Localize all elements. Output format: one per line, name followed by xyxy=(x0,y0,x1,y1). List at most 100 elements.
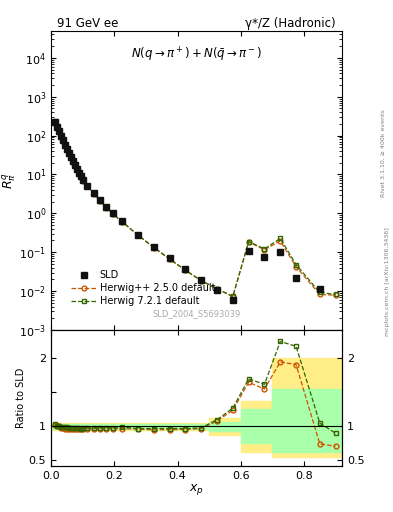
Herwig++ 2.5.0 default xyxy=(167,256,172,262)
Herwig 7.2.1 default xyxy=(183,267,188,273)
SLD xyxy=(72,162,77,168)
Herwig++ 2.5.0 default xyxy=(92,190,96,197)
Herwig++ 2.5.0 default xyxy=(294,264,298,270)
SLD xyxy=(215,287,219,293)
Herwig++ 2.5.0 default xyxy=(74,166,79,173)
Text: SLD_2004_S5693039: SLD_2004_S5693039 xyxy=(152,309,241,318)
Herwig++ 2.5.0 default xyxy=(110,211,115,217)
SLD xyxy=(262,254,267,260)
Legend: SLD, Herwig++ 2.5.0 default, Herwig 7.2.1 default: SLD, Herwig++ 2.5.0 default, Herwig 7.2.… xyxy=(68,266,219,310)
Herwig++ 2.5.0 default xyxy=(318,291,322,297)
Herwig 7.2.1 default xyxy=(64,146,69,153)
SLD xyxy=(79,173,83,179)
SLD xyxy=(199,277,204,283)
Herwig 7.2.1 default xyxy=(57,128,61,134)
Line: SLD: SLD xyxy=(52,118,323,304)
Text: $N(q \rightarrow \pi^+)+N(\bar{q} \rightarrow \pi^-)$: $N(q \rightarrow \pi^+)+N(\bar{q} \right… xyxy=(131,46,262,64)
Herwig++ 2.5.0 default xyxy=(72,163,77,169)
Herwig 7.2.1 default xyxy=(136,232,140,238)
SLD xyxy=(80,177,85,183)
Herwig++ 2.5.0 default xyxy=(57,128,61,134)
Herwig++ 2.5.0 default xyxy=(85,183,90,189)
Herwig 7.2.1 default xyxy=(110,210,115,217)
Herwig 7.2.1 default xyxy=(72,162,77,168)
Herwig++ 2.5.0 default xyxy=(262,247,267,253)
Herwig 7.2.1 default xyxy=(199,278,204,284)
Herwig 7.2.1 default xyxy=(53,118,57,124)
Text: 91 GeV ee: 91 GeV ee xyxy=(57,16,118,30)
SLD xyxy=(74,166,79,172)
SLD xyxy=(230,297,235,303)
SLD xyxy=(92,190,96,196)
SLD xyxy=(136,231,140,238)
Herwig 7.2.1 default xyxy=(151,244,156,250)
SLD xyxy=(77,169,81,176)
Herwig 7.2.1 default xyxy=(62,142,67,148)
Herwig++ 2.5.0 default xyxy=(64,146,69,153)
Line: Herwig 7.2.1 default: Herwig 7.2.1 default xyxy=(53,119,338,299)
SLD xyxy=(64,146,69,152)
Herwig++ 2.5.0 default xyxy=(61,138,66,144)
SLD xyxy=(110,210,115,217)
Herwig 7.2.1 default xyxy=(98,198,103,204)
Y-axis label: Ratio to SLD: Ratio to SLD xyxy=(16,368,26,428)
SLD xyxy=(151,244,156,250)
Herwig++ 2.5.0 default xyxy=(71,159,75,165)
SLD xyxy=(104,204,109,210)
Herwig 7.2.1 default xyxy=(333,291,338,297)
Herwig 7.2.1 default xyxy=(77,170,81,176)
Herwig++ 2.5.0 default xyxy=(66,151,71,157)
SLD xyxy=(62,142,67,148)
SLD xyxy=(167,255,172,262)
Herwig 7.2.1 default xyxy=(59,133,63,139)
SLD xyxy=(61,137,66,143)
SLD xyxy=(183,266,188,272)
Herwig++ 2.5.0 default xyxy=(69,155,73,161)
Herwig++ 2.5.0 default xyxy=(55,123,59,130)
Herwig 7.2.1 default xyxy=(55,123,59,130)
SLD xyxy=(55,123,59,130)
Y-axis label: $R_{\pi}^{q}$: $R_{\pi}^{q}$ xyxy=(0,172,18,189)
Herwig++ 2.5.0 default xyxy=(79,174,83,180)
Herwig 7.2.1 default xyxy=(92,190,96,197)
SLD xyxy=(294,274,298,281)
Herwig++ 2.5.0 default xyxy=(136,232,140,239)
Herwig++ 2.5.0 default xyxy=(98,198,103,204)
Herwig 7.2.1 default xyxy=(80,178,85,184)
Line: Herwig++ 2.5.0 default: Herwig++ 2.5.0 default xyxy=(53,119,338,299)
Herwig 7.2.1 default xyxy=(294,262,298,268)
X-axis label: $x_p$: $x_p$ xyxy=(189,482,204,497)
Herwig 7.2.1 default xyxy=(69,154,73,160)
Herwig++ 2.5.0 default xyxy=(278,238,283,244)
Herwig++ 2.5.0 default xyxy=(59,133,63,139)
Text: γ*/Z (Hadronic): γ*/Z (Hadronic) xyxy=(246,16,336,30)
Herwig++ 2.5.0 default xyxy=(104,205,109,211)
Herwig 7.2.1 default xyxy=(278,236,283,242)
SLD xyxy=(59,133,63,139)
Herwig 7.2.1 default xyxy=(215,286,219,292)
SLD xyxy=(246,247,251,253)
Herwig++ 2.5.0 default xyxy=(62,142,67,148)
Herwig++ 2.5.0 default xyxy=(199,278,204,284)
Herwig 7.2.1 default xyxy=(230,293,235,300)
Herwig 7.2.1 default xyxy=(246,239,251,245)
Herwig 7.2.1 default xyxy=(85,183,90,189)
SLD xyxy=(66,150,71,156)
Herwig++ 2.5.0 default xyxy=(151,245,156,251)
SLD xyxy=(53,118,57,124)
SLD xyxy=(69,154,73,160)
SLD xyxy=(318,286,322,292)
Text: mcplots.cern.ch [arXiv:1306.3436]: mcplots.cern.ch [arXiv:1306.3436] xyxy=(385,227,389,336)
Herwig++ 2.5.0 default xyxy=(333,292,338,298)
Herwig++ 2.5.0 default xyxy=(77,170,81,176)
Herwig 7.2.1 default xyxy=(79,174,83,180)
SLD xyxy=(85,182,90,188)
Herwig++ 2.5.0 default xyxy=(230,293,235,300)
Herwig++ 2.5.0 default xyxy=(53,118,57,124)
SLD xyxy=(120,218,125,224)
Herwig++ 2.5.0 default xyxy=(246,239,251,245)
SLD xyxy=(57,128,61,134)
Herwig 7.2.1 default xyxy=(167,256,172,262)
Herwig 7.2.1 default xyxy=(61,138,66,144)
Herwig 7.2.1 default xyxy=(318,289,322,295)
